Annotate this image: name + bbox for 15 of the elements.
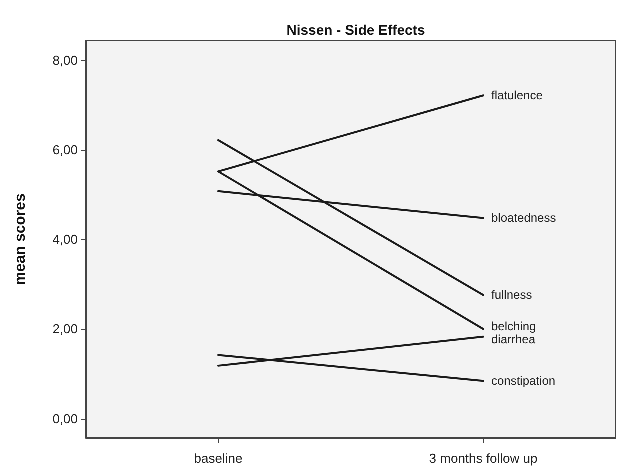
series-label: fullness [492, 288, 532, 302]
series-label: bloatedness [492, 211, 556, 226]
series-label: diarrhea [492, 332, 536, 347]
series-label: constipation [492, 374, 556, 388]
y-tick-label: 6,00 [52, 142, 78, 158]
y-tick-label: 2,00 [52, 322, 78, 337]
y-tick-label: 4,00 [52, 232, 78, 248]
chart-title: Nissen - Side Effects [286, 22, 426, 38]
series-label: belching [492, 320, 536, 334]
x-tick-label: baseline [194, 451, 243, 466]
y-axis-title: mean scores [12, 194, 29, 286]
series-label: flatulence [492, 88, 544, 103]
x-tick-label: 3 months follow up [429, 451, 538, 466]
y-tick-label: 8,00 [52, 53, 78, 68]
y-tick-label: 0,00 [52, 411, 78, 426]
